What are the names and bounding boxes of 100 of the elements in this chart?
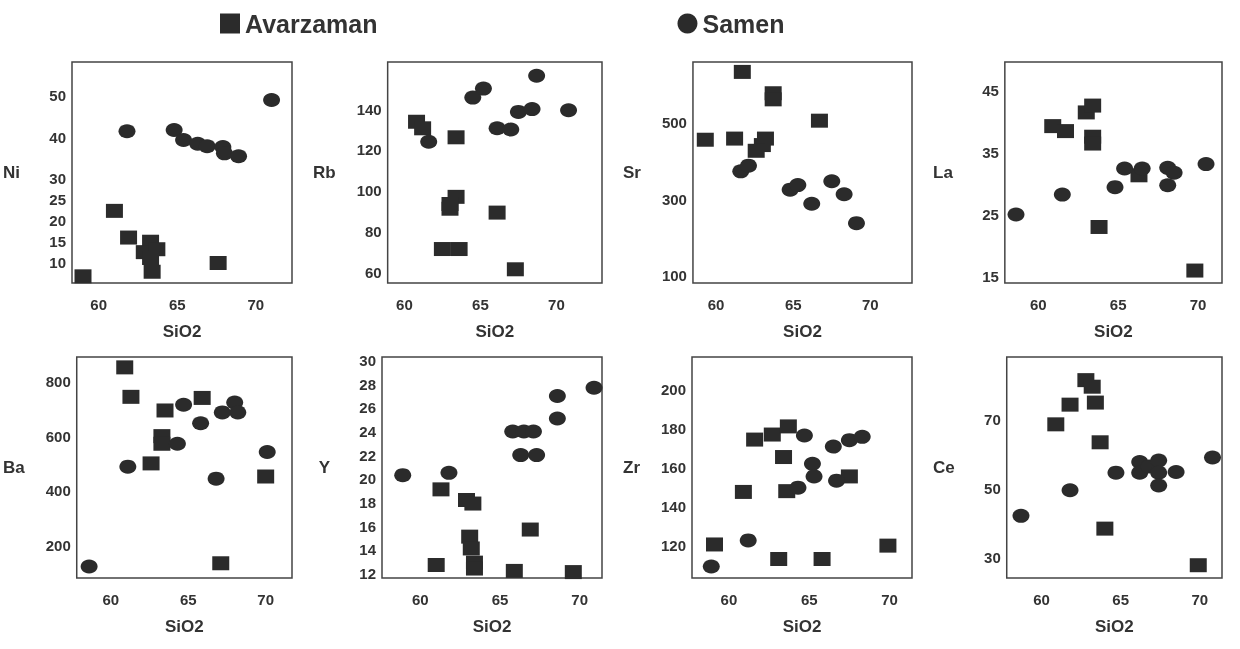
y-tick-label: 600 bbox=[45, 427, 71, 445]
point bbox=[198, 139, 216, 154]
point bbox=[835, 187, 853, 202]
x-tick-label: 60 bbox=[90, 296, 108, 313]
y-tick-label: 15 bbox=[49, 232, 66, 250]
point bbox=[509, 104, 527, 119]
point bbox=[441, 201, 459, 216]
y-tick-label: 24 bbox=[359, 422, 377, 440]
x-tick-label: 60 bbox=[411, 591, 429, 608]
y-tick-label: 20 bbox=[359, 470, 376, 488]
point bbox=[433, 242, 451, 257]
y-tick-label: 400 bbox=[45, 482, 71, 500]
y-tick-label: 120 bbox=[356, 141, 382, 159]
point bbox=[74, 269, 92, 284]
point bbox=[747, 143, 765, 158]
point bbox=[564, 565, 582, 580]
y-tick-label: 22 bbox=[359, 446, 376, 464]
point bbox=[193, 390, 211, 405]
x-tick-label: 65 bbox=[1109, 296, 1127, 313]
x-tick-label: 65 bbox=[1112, 591, 1130, 608]
x-tick-label: 60 bbox=[396, 296, 413, 313]
point bbox=[746, 432, 764, 447]
point bbox=[464, 90, 482, 105]
point bbox=[80, 559, 98, 574]
point bbox=[1091, 435, 1109, 450]
point bbox=[165, 122, 183, 137]
y-tick-label: 100 bbox=[356, 182, 382, 200]
y-tick-label: 45 bbox=[982, 81, 999, 99]
point bbox=[523, 102, 541, 117]
x-tick-label: 65 bbox=[491, 591, 509, 608]
y-axis-title: Ni bbox=[3, 163, 20, 182]
point bbox=[1167, 464, 1185, 479]
point bbox=[733, 64, 751, 79]
x-tick-label: 70 bbox=[247, 296, 265, 313]
point bbox=[175, 397, 193, 412]
point bbox=[122, 389, 140, 404]
x-tick-label: 65 bbox=[472, 296, 489, 313]
point bbox=[1057, 124, 1075, 139]
point bbox=[528, 448, 546, 463]
point bbox=[230, 149, 248, 164]
point bbox=[1186, 263, 1204, 278]
point bbox=[465, 561, 483, 576]
point bbox=[779, 419, 797, 434]
y-tick-label: 30 bbox=[359, 352, 376, 370]
point bbox=[705, 537, 723, 552]
point bbox=[1133, 161, 1151, 176]
point bbox=[764, 92, 782, 107]
point bbox=[789, 178, 807, 193]
point bbox=[464, 496, 482, 511]
point bbox=[1047, 417, 1065, 432]
point bbox=[1084, 98, 1102, 113]
y-tick-label: 12 bbox=[359, 564, 376, 582]
y-axis-title: Rb bbox=[312, 163, 336, 182]
point bbox=[770, 552, 788, 566]
point bbox=[1012, 508, 1030, 523]
point bbox=[1084, 136, 1102, 151]
point bbox=[763, 427, 781, 442]
point bbox=[740, 158, 757, 173]
point bbox=[1116, 161, 1134, 176]
point bbox=[1007, 207, 1025, 222]
point bbox=[1197, 157, 1215, 172]
y-tick-label: 14 bbox=[359, 541, 377, 559]
x-tick-label: 70 bbox=[548, 296, 565, 313]
x-axis-title: SiO2 bbox=[164, 617, 204, 636]
y-tick-label: 25 bbox=[49, 191, 66, 209]
y-tick-label: 180 bbox=[660, 420, 686, 438]
point bbox=[1107, 465, 1125, 480]
point bbox=[420, 134, 438, 149]
point bbox=[810, 113, 828, 128]
y-tick-label: 60 bbox=[364, 264, 382, 282]
point bbox=[105, 203, 123, 218]
point bbox=[789, 480, 807, 495]
y-tick-label: 26 bbox=[359, 399, 376, 417]
x-tick-label: 70 bbox=[862, 296, 879, 313]
y-tick-label: 30 bbox=[49, 170, 66, 188]
point bbox=[505, 563, 523, 578]
legend-label: Samen bbox=[702, 9, 785, 38]
point bbox=[502, 122, 520, 137]
point bbox=[488, 205, 506, 220]
point bbox=[803, 456, 821, 471]
point bbox=[192, 416, 210, 431]
x-tick-label: 65 bbox=[179, 591, 197, 608]
x-tick-label: 70 bbox=[257, 591, 275, 608]
y-tick-label: 18 bbox=[359, 493, 376, 511]
x-tick-label: 60 bbox=[1033, 591, 1050, 608]
point bbox=[116, 360, 134, 375]
point bbox=[209, 255, 227, 270]
point bbox=[823, 174, 841, 189]
x-tick-label: 60 bbox=[707, 296, 725, 313]
point bbox=[450, 242, 468, 257]
point bbox=[1096, 521, 1114, 536]
y-axis-title: Ba bbox=[3, 458, 26, 477]
point bbox=[1061, 397, 1079, 412]
y-tick-label: 28 bbox=[359, 375, 376, 393]
point bbox=[548, 389, 566, 403]
point bbox=[548, 411, 566, 426]
x-tick-label: 65 bbox=[168, 296, 186, 313]
point bbox=[528, 68, 546, 83]
point bbox=[118, 124, 136, 139]
point bbox=[521, 522, 539, 537]
